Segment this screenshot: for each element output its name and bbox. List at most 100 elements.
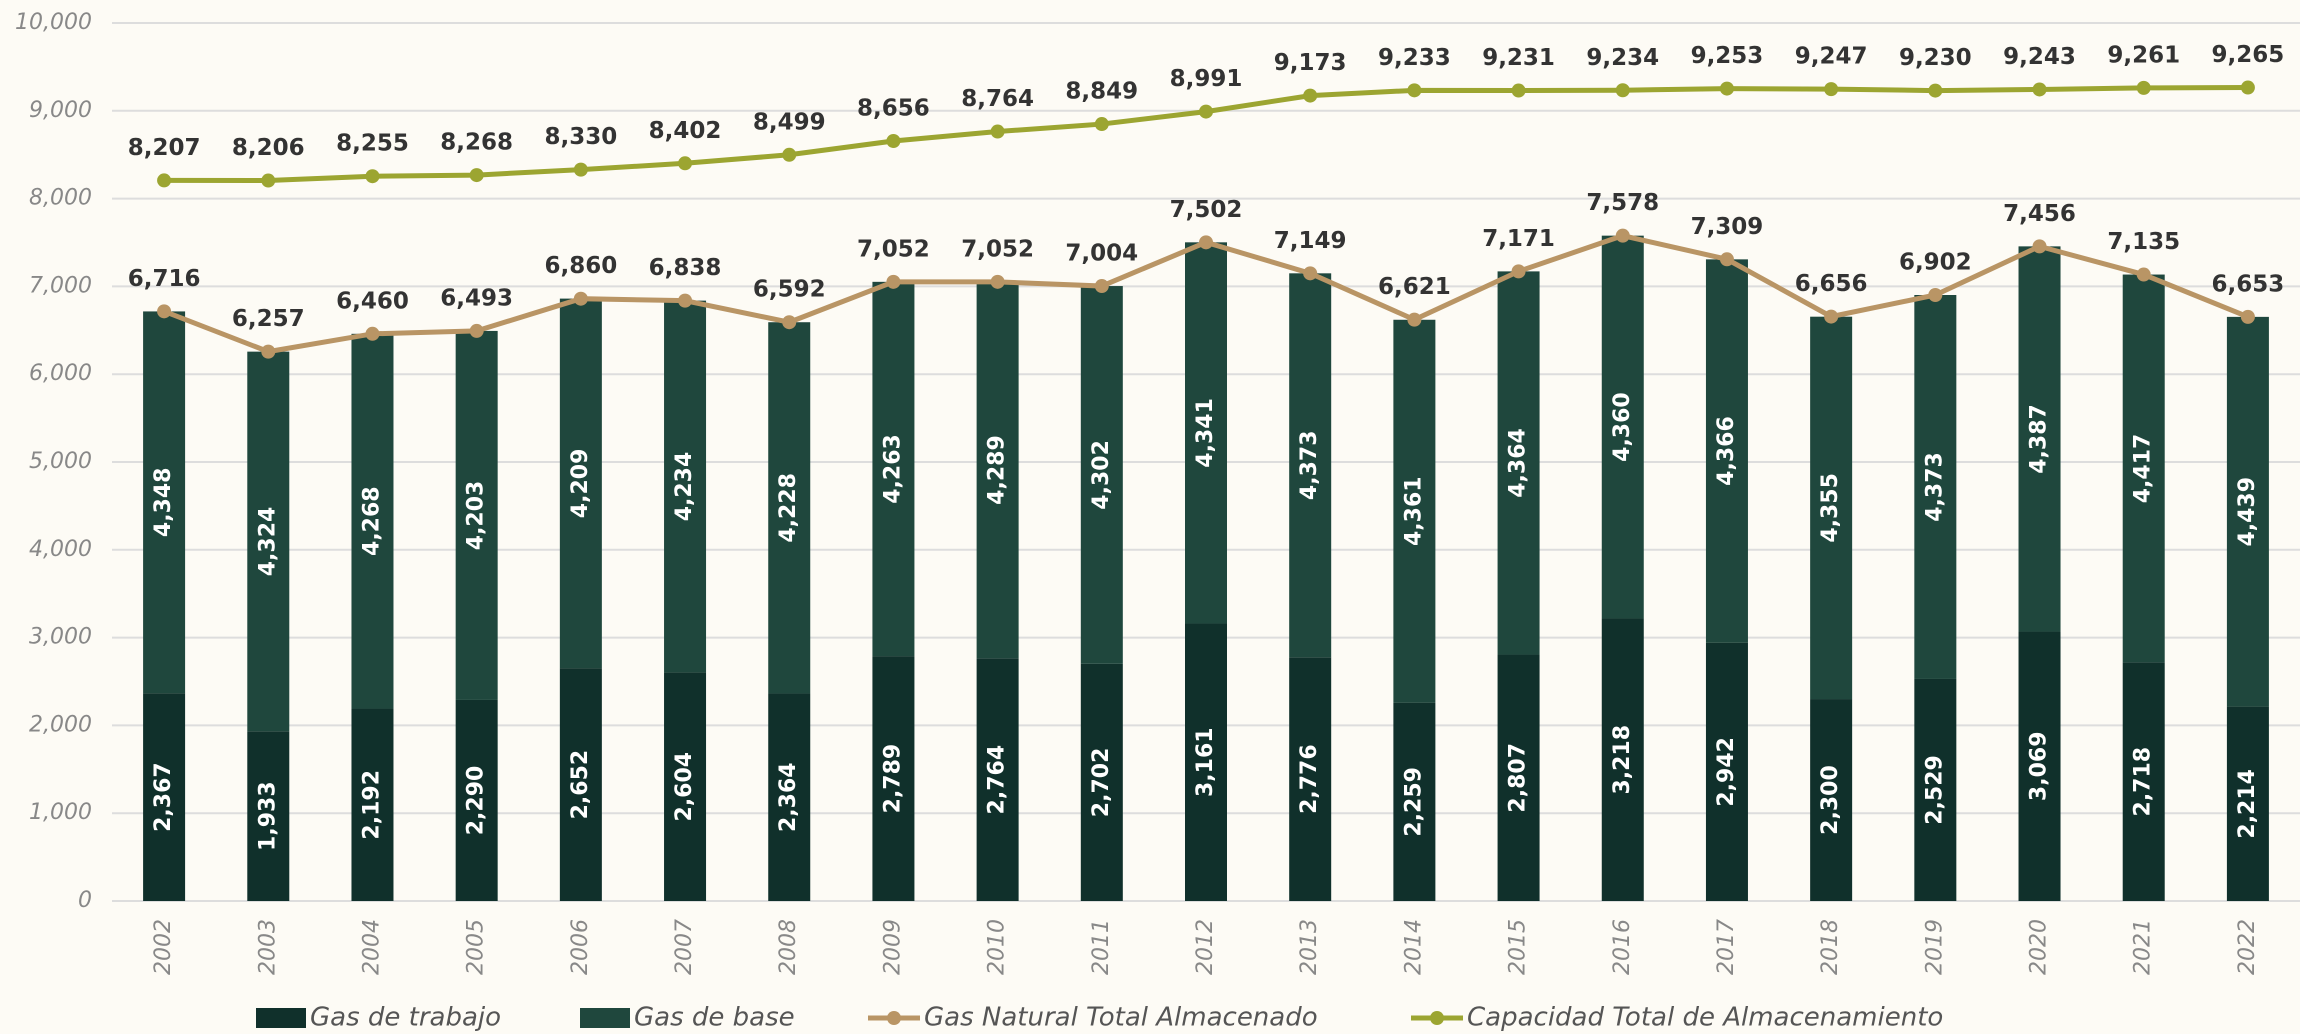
line-point — [678, 156, 693, 171]
line-point — [1199, 104, 1213, 119]
x-tick-label: 2012 — [1193, 919, 1218, 975]
x-tick-label: 2014 — [1401, 919, 1426, 975]
line-point — [1928, 288, 1943, 303]
x-tick-label: 2015 — [1506, 919, 1531, 975]
legend-swatch — [887, 1011, 901, 1025]
bar-value-label: 4,324 — [255, 507, 280, 577]
y-tick-label: 10,000 — [15, 10, 92, 35]
bar-segment — [1705, 259, 1748, 643]
x-tick-label: 2021 — [2131, 919, 2156, 975]
line-point — [469, 168, 484, 183]
legend-swatch — [256, 1008, 306, 1028]
line-point — [157, 173, 172, 188]
line-point — [2032, 82, 2047, 97]
line-point — [1511, 264, 1526, 279]
line-point — [1719, 252, 1734, 267]
bar-value-label: 3,069 — [2027, 731, 2052, 801]
bar-value-label: 4,360 — [1610, 392, 1635, 462]
line-value-label: 7,052 — [857, 236, 930, 262]
line-point — [886, 274, 901, 289]
line-point — [782, 315, 797, 330]
bar-value-label: 4,289 — [985, 435, 1010, 505]
line-point — [1303, 88, 1318, 103]
bar-segment — [2122, 274, 2165, 663]
y-tick-label: 0 — [78, 888, 92, 913]
bar-value-label: 2,259 — [1401, 767, 1426, 837]
line-value-label: 8,268 — [440, 130, 513, 156]
bar-segment — [455, 699, 498, 901]
bar-value-label: 2,718 — [2131, 747, 2156, 817]
line-value-label: 6,656 — [1795, 271, 1868, 297]
bar-value-label: 4,373 — [1922, 452, 1947, 522]
bar-segment — [247, 731, 290, 901]
line-point — [1615, 228, 1630, 243]
line-value-label: 8,330 — [544, 124, 617, 150]
line-point — [1199, 235, 1213, 250]
line-point — [990, 124, 1005, 139]
bar-segment — [1393, 702, 1436, 901]
x-tick-label: 2022 — [2235, 919, 2260, 975]
line-point — [261, 344, 276, 359]
bar-value-label: 2,702 — [1089, 748, 1114, 818]
bar-segment — [559, 668, 602, 901]
line-value-label: 9,230 — [1899, 45, 1972, 71]
bar-segment — [2226, 316, 2269, 707]
y-tick-label: 5,000 — [29, 449, 92, 474]
bar-segment — [351, 333, 394, 709]
line-point — [365, 169, 380, 184]
line-value-label: 8,764 — [961, 86, 1034, 112]
line-point — [573, 162, 588, 177]
bar-segment — [1601, 618, 1644, 901]
y-tick-label: 4,000 — [29, 537, 92, 562]
line-value-label: 6,592 — [753, 277, 826, 303]
line-point — [2136, 267, 2151, 282]
bar-segment — [1185, 242, 1227, 624]
bar-segment — [872, 281, 915, 657]
bar-value-label: 2,300 — [1818, 765, 1843, 835]
bar-segment — [143, 311, 186, 694]
legend-label: Gas de base — [634, 1003, 795, 1033]
bar-segment — [1497, 271, 1540, 655]
line-value-label: 6,902 — [1899, 250, 1972, 276]
line-point — [886, 134, 901, 149]
x-tick-label: 2020 — [2027, 919, 2052, 975]
line-point — [469, 323, 484, 338]
bar-value-label: 2,942 — [1714, 737, 1739, 807]
bar-value-label: 2,764 — [985, 745, 1010, 815]
y-tick-label: 1,000 — [29, 800, 92, 825]
bar-value-label: 2,604 — [672, 752, 697, 822]
bar-value-label: 4,417 — [2131, 434, 2156, 504]
bar-value-label: 2,652 — [568, 750, 593, 820]
bar-segment — [664, 672, 707, 901]
bar-value-label: 4,364 — [1506, 428, 1531, 498]
bar-segment — [1393, 319, 1436, 703]
line-value-label: 8,402 — [649, 118, 722, 144]
bar-value-label: 2,776 — [1297, 744, 1322, 814]
line-point — [990, 274, 1005, 289]
x-tick-label: 2004 — [359, 919, 384, 975]
line-point — [1824, 82, 1839, 97]
bar-segment — [559, 298, 602, 669]
bar-segment — [1080, 286, 1123, 664]
legend-label: Capacidad Total de Almacenamiento — [1467, 1003, 1943, 1033]
line-value-label: 6,493 — [440, 285, 513, 311]
line-point — [2032, 239, 2047, 254]
x-tick-label: 2009 — [880, 919, 905, 975]
line-value-label: 8,206 — [232, 135, 305, 161]
bar-value-label: 4,439 — [2235, 477, 2260, 547]
bar-segment — [2018, 631, 2061, 901]
line-point — [1719, 81, 1734, 96]
line-value-label: 9,234 — [1586, 45, 1659, 71]
bar-segment — [872, 656, 915, 901]
line-value-label: 9,173 — [1274, 50, 1347, 76]
line-value-label: 6,621 — [1378, 274, 1451, 300]
bar-segment — [768, 322, 811, 694]
x-tick-label: 2008 — [776, 919, 801, 975]
line-point — [1303, 266, 1318, 281]
line-value-label: 8,255 — [336, 131, 409, 157]
x-tick-label: 2007 — [672, 919, 697, 975]
line-point — [678, 293, 693, 308]
bar-segment — [1289, 657, 1332, 901]
x-tick-label: 2005 — [464, 919, 489, 975]
